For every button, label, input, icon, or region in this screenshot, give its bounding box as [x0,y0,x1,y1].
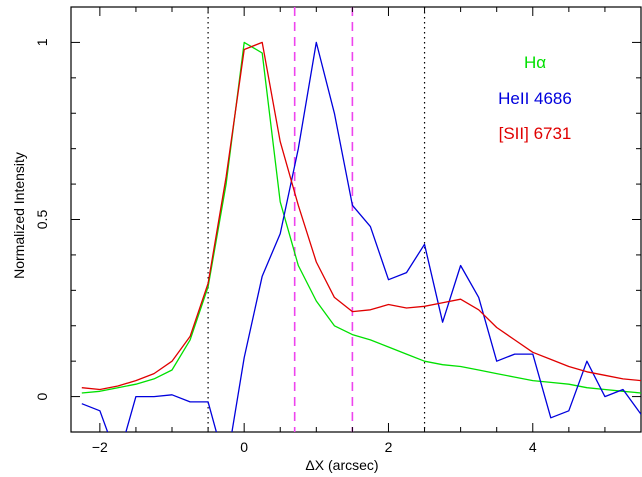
x-tick-label: 4 [529,439,537,455]
legend: Hα HeII 4686 [SII] 6731 [498,53,572,143]
series-line-1 [81,41,641,394]
legend-entry-2: HeII 4686 [498,89,572,108]
y-axis-title: Normalized Intensity [11,152,27,279]
y-tick-label: 0.5 [34,210,50,230]
y-tick-label: 0 [34,392,50,400]
x-axis-title: ΔX (arcsec) [305,457,378,473]
series-line-3 [81,41,641,391]
series-line-2 [81,41,641,432]
x-tick-label: −2 [92,439,108,455]
y-tick-label: 1 [34,38,50,46]
tick-labels: −2 0 2 4 0 0.5 1 [34,38,537,455]
legend-entry-1: Hα [524,53,546,72]
plot-frame [70,6,642,433]
legend-entry-3: [SII] 6731 [499,124,572,143]
axis-ticks [71,6,642,433]
x-tick-label: 2 [385,439,393,455]
reference-lines [207,7,426,432]
series-lines [81,41,641,432]
x-tick-label: 0 [240,439,248,455]
